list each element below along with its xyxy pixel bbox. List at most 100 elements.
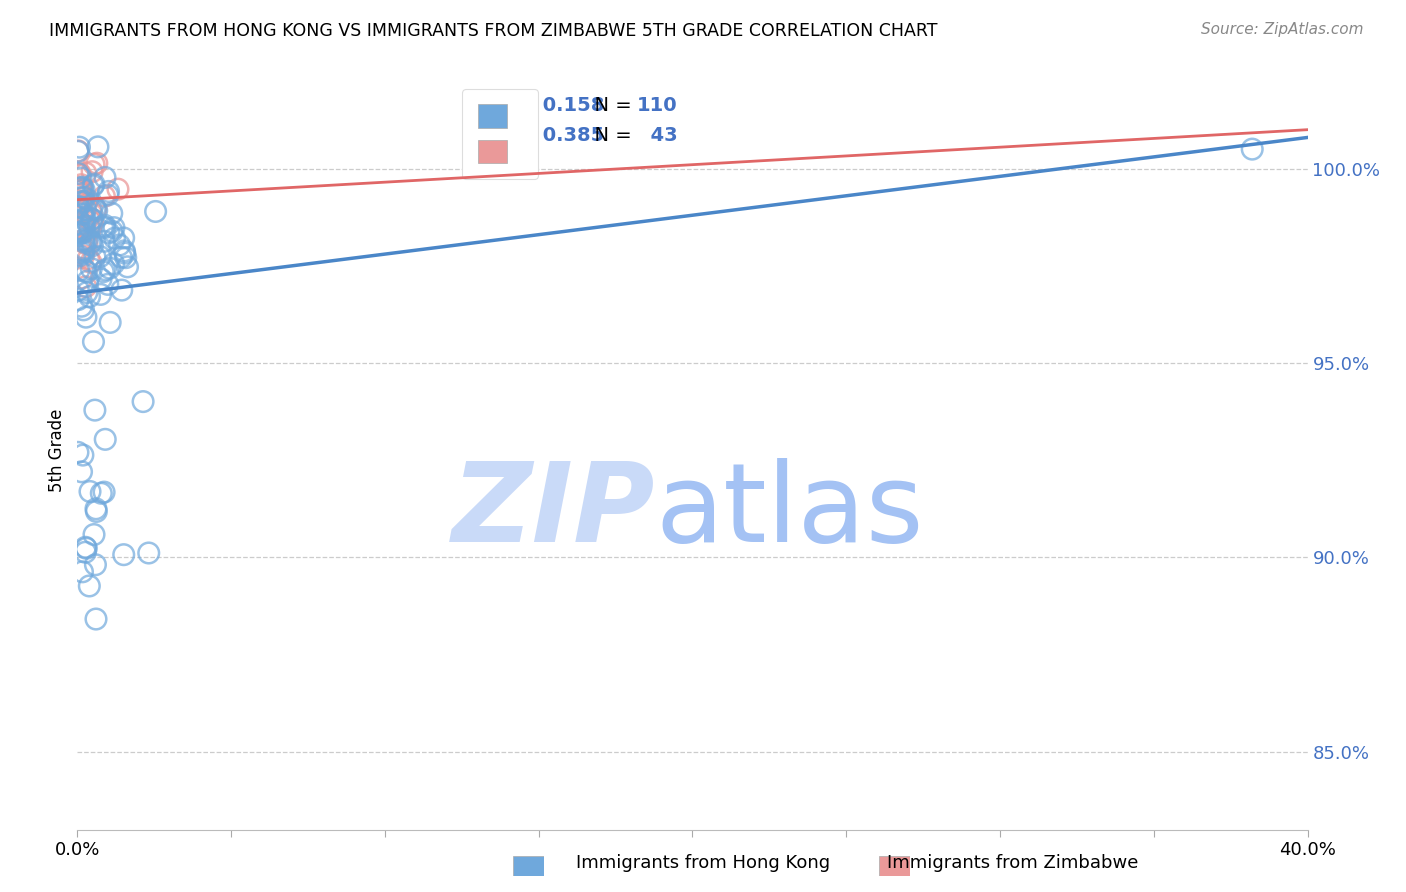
Point xyxy=(97,188,120,202)
Point xyxy=(72,180,94,194)
Point xyxy=(75,541,97,555)
Point xyxy=(75,263,97,277)
Point xyxy=(67,195,90,210)
Point xyxy=(72,233,94,247)
Text: R =: R = xyxy=(489,127,531,145)
Text: atlas: atlas xyxy=(655,458,924,565)
Point xyxy=(76,274,98,288)
Point xyxy=(84,558,107,572)
Text: 0.158: 0.158 xyxy=(536,96,605,115)
Point xyxy=(103,231,125,245)
Point xyxy=(66,180,89,194)
Point xyxy=(110,250,132,264)
Point xyxy=(82,212,104,227)
Point xyxy=(66,184,89,198)
Point xyxy=(97,185,120,199)
Point xyxy=(82,334,104,349)
Point xyxy=(66,166,89,180)
Point xyxy=(70,207,93,221)
Point xyxy=(82,164,104,178)
Point xyxy=(98,315,121,329)
Point xyxy=(114,246,136,260)
Point xyxy=(91,265,114,279)
Point xyxy=(103,220,125,235)
Point xyxy=(82,215,104,229)
Point xyxy=(70,195,93,210)
Text: Immigrants from Hong Kong: Immigrants from Hong Kong xyxy=(576,855,830,872)
Point xyxy=(75,199,97,213)
Point xyxy=(76,265,98,279)
Point xyxy=(79,222,101,236)
Point xyxy=(72,226,94,240)
Point xyxy=(112,548,135,562)
Point xyxy=(75,166,97,180)
Point xyxy=(67,144,90,158)
Point xyxy=(77,211,100,226)
Point xyxy=(138,546,160,560)
Point xyxy=(86,504,108,518)
Point xyxy=(72,191,94,205)
Point xyxy=(73,212,96,227)
Point xyxy=(80,212,103,227)
Point xyxy=(86,203,108,218)
Point xyxy=(72,244,94,258)
Text: 0.385: 0.385 xyxy=(536,127,605,145)
Point xyxy=(100,206,122,220)
Point xyxy=(94,170,117,185)
Point xyxy=(80,235,103,249)
Point xyxy=(98,261,121,276)
Point xyxy=(69,226,91,240)
Point xyxy=(80,207,103,221)
Text: N =: N = xyxy=(582,96,638,115)
Point xyxy=(73,183,96,197)
Point xyxy=(66,445,89,459)
Point xyxy=(67,183,90,197)
Point xyxy=(72,448,94,462)
Point xyxy=(67,225,90,239)
Text: Immigrants from Zimbabwe: Immigrants from Zimbabwe xyxy=(887,855,1137,872)
Text: R =: R = xyxy=(489,96,531,115)
Point xyxy=(145,204,167,219)
Point xyxy=(70,271,93,285)
Point xyxy=(87,140,110,154)
Point xyxy=(79,484,101,499)
Point xyxy=(77,219,100,234)
Point xyxy=(75,279,97,293)
Point xyxy=(90,287,112,301)
Point xyxy=(93,219,115,233)
Text: Source: ZipAtlas.com: Source: ZipAtlas.com xyxy=(1201,22,1364,37)
Text: 110: 110 xyxy=(637,96,678,115)
Point xyxy=(69,241,91,255)
Text: 43: 43 xyxy=(637,127,678,145)
Point xyxy=(90,486,112,500)
Point xyxy=(76,234,98,248)
Point xyxy=(86,156,108,170)
Point xyxy=(90,272,112,286)
Point xyxy=(84,201,107,215)
Point xyxy=(70,196,93,211)
Point xyxy=(94,262,117,277)
Point xyxy=(111,283,134,297)
Point xyxy=(72,208,94,222)
Point xyxy=(94,433,117,447)
Point xyxy=(67,182,90,196)
Point xyxy=(72,205,94,219)
Point xyxy=(80,255,103,269)
Point xyxy=(83,403,105,417)
Point xyxy=(112,231,135,245)
Point xyxy=(66,225,89,239)
Point xyxy=(67,200,90,214)
Point xyxy=(79,289,101,303)
Point xyxy=(72,217,94,231)
Point xyxy=(75,202,97,217)
Point xyxy=(67,263,90,277)
Point xyxy=(80,202,103,217)
Point xyxy=(79,579,101,593)
Point xyxy=(93,189,115,203)
Point xyxy=(97,277,120,292)
Point xyxy=(72,246,94,260)
Point xyxy=(84,501,107,516)
Point xyxy=(84,250,107,264)
Point xyxy=(67,184,90,198)
Point xyxy=(69,140,91,154)
